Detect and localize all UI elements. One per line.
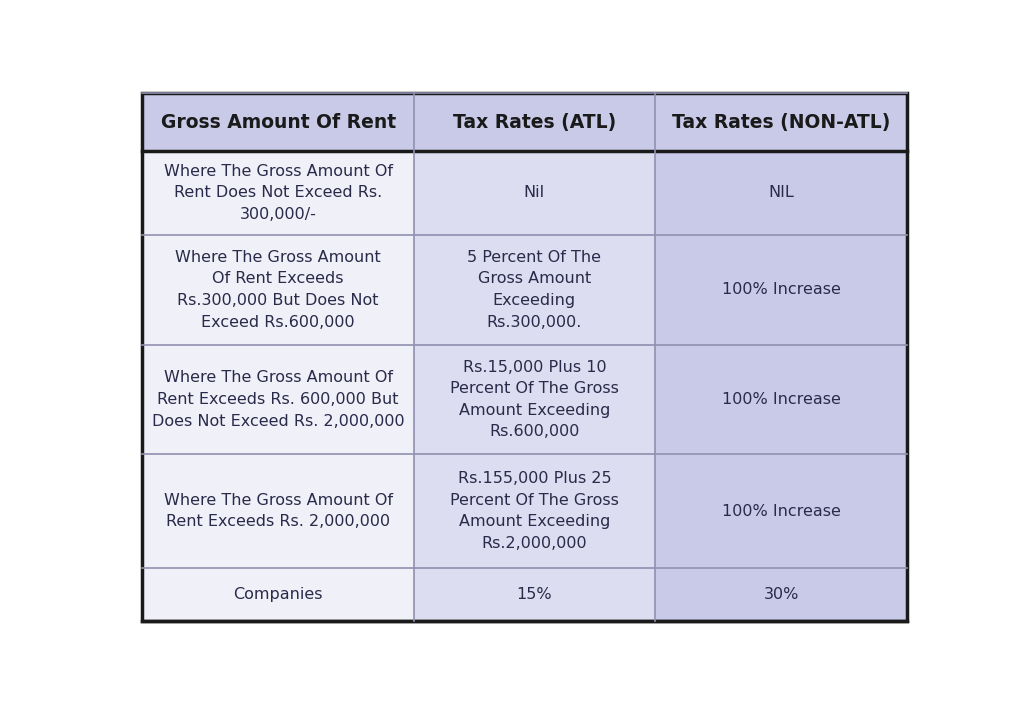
Text: Rs.15,000 Plus 10
Percent Of The Gross
Amount Exceeding
Rs.600,000: Rs.15,000 Plus 10 Percent Of The Gross A… [450, 360, 618, 440]
Bar [142, 151, 414, 235]
Text: 5 Percent Of The
Gross Amount
Exceeding
Rs.300,000.: 5 Percent Of The Gross Amount Exceeding … [467, 250, 601, 329]
Bar [655, 455, 907, 568]
Text: Where The Gross Amount Of
Rent Exceeds Rs. 600,000 But
Does Not Exceed Rs. 2,000: Where The Gross Amount Of Rent Exceeds R… [152, 370, 404, 428]
Text: 100% Increase: 100% Increase [722, 392, 841, 407]
Bar [414, 93, 655, 151]
Bar [655, 235, 907, 344]
Bar [142, 568, 414, 621]
Text: Where The Gross Amount Of
Rent Does Not Exceed Rs.
300,000/-: Where The Gross Amount Of Rent Does Not … [164, 164, 392, 222]
Bar [142, 455, 414, 568]
Bar [414, 235, 655, 344]
Text: Nil: Nil [524, 185, 545, 201]
Text: 100% Increase: 100% Increase [722, 282, 841, 297]
Text: 100% Increase: 100% Increase [722, 503, 841, 519]
Text: Companies: Companies [233, 587, 323, 602]
Bar [655, 568, 907, 621]
Text: Tax Rates (NON-ATL): Tax Rates (NON-ATL) [672, 112, 890, 132]
Bar [414, 344, 655, 455]
Text: Where The Gross Amount
Of Rent Exceeds
Rs.300,000 But Does Not
Exceed Rs.600,000: Where The Gross Amount Of Rent Exceeds R… [175, 250, 381, 329]
Bar [414, 151, 655, 235]
Text: Gross Amount Of Rent: Gross Amount Of Rent [161, 112, 395, 132]
Bar [655, 151, 907, 235]
Text: 30%: 30% [764, 587, 799, 602]
Bar [142, 235, 414, 344]
Bar [142, 93, 414, 151]
Text: Where The Gross Amount Of
Rent Exceeds Rs. 2,000,000: Where The Gross Amount Of Rent Exceeds R… [164, 493, 392, 530]
Text: Tax Rates (ATL): Tax Rates (ATL) [453, 112, 616, 132]
Bar [414, 568, 655, 621]
Text: NIL: NIL [768, 185, 794, 201]
Text: Rs.155,000 Plus 25
Percent Of The Gross
Amount Exceeding
Rs.2,000,000: Rs.155,000 Plus 25 Percent Of The Gross … [450, 472, 618, 551]
Bar [655, 344, 907, 455]
Bar [142, 344, 414, 455]
Bar [655, 93, 907, 151]
Text: 15%: 15% [516, 587, 552, 602]
Bar [414, 455, 655, 568]
